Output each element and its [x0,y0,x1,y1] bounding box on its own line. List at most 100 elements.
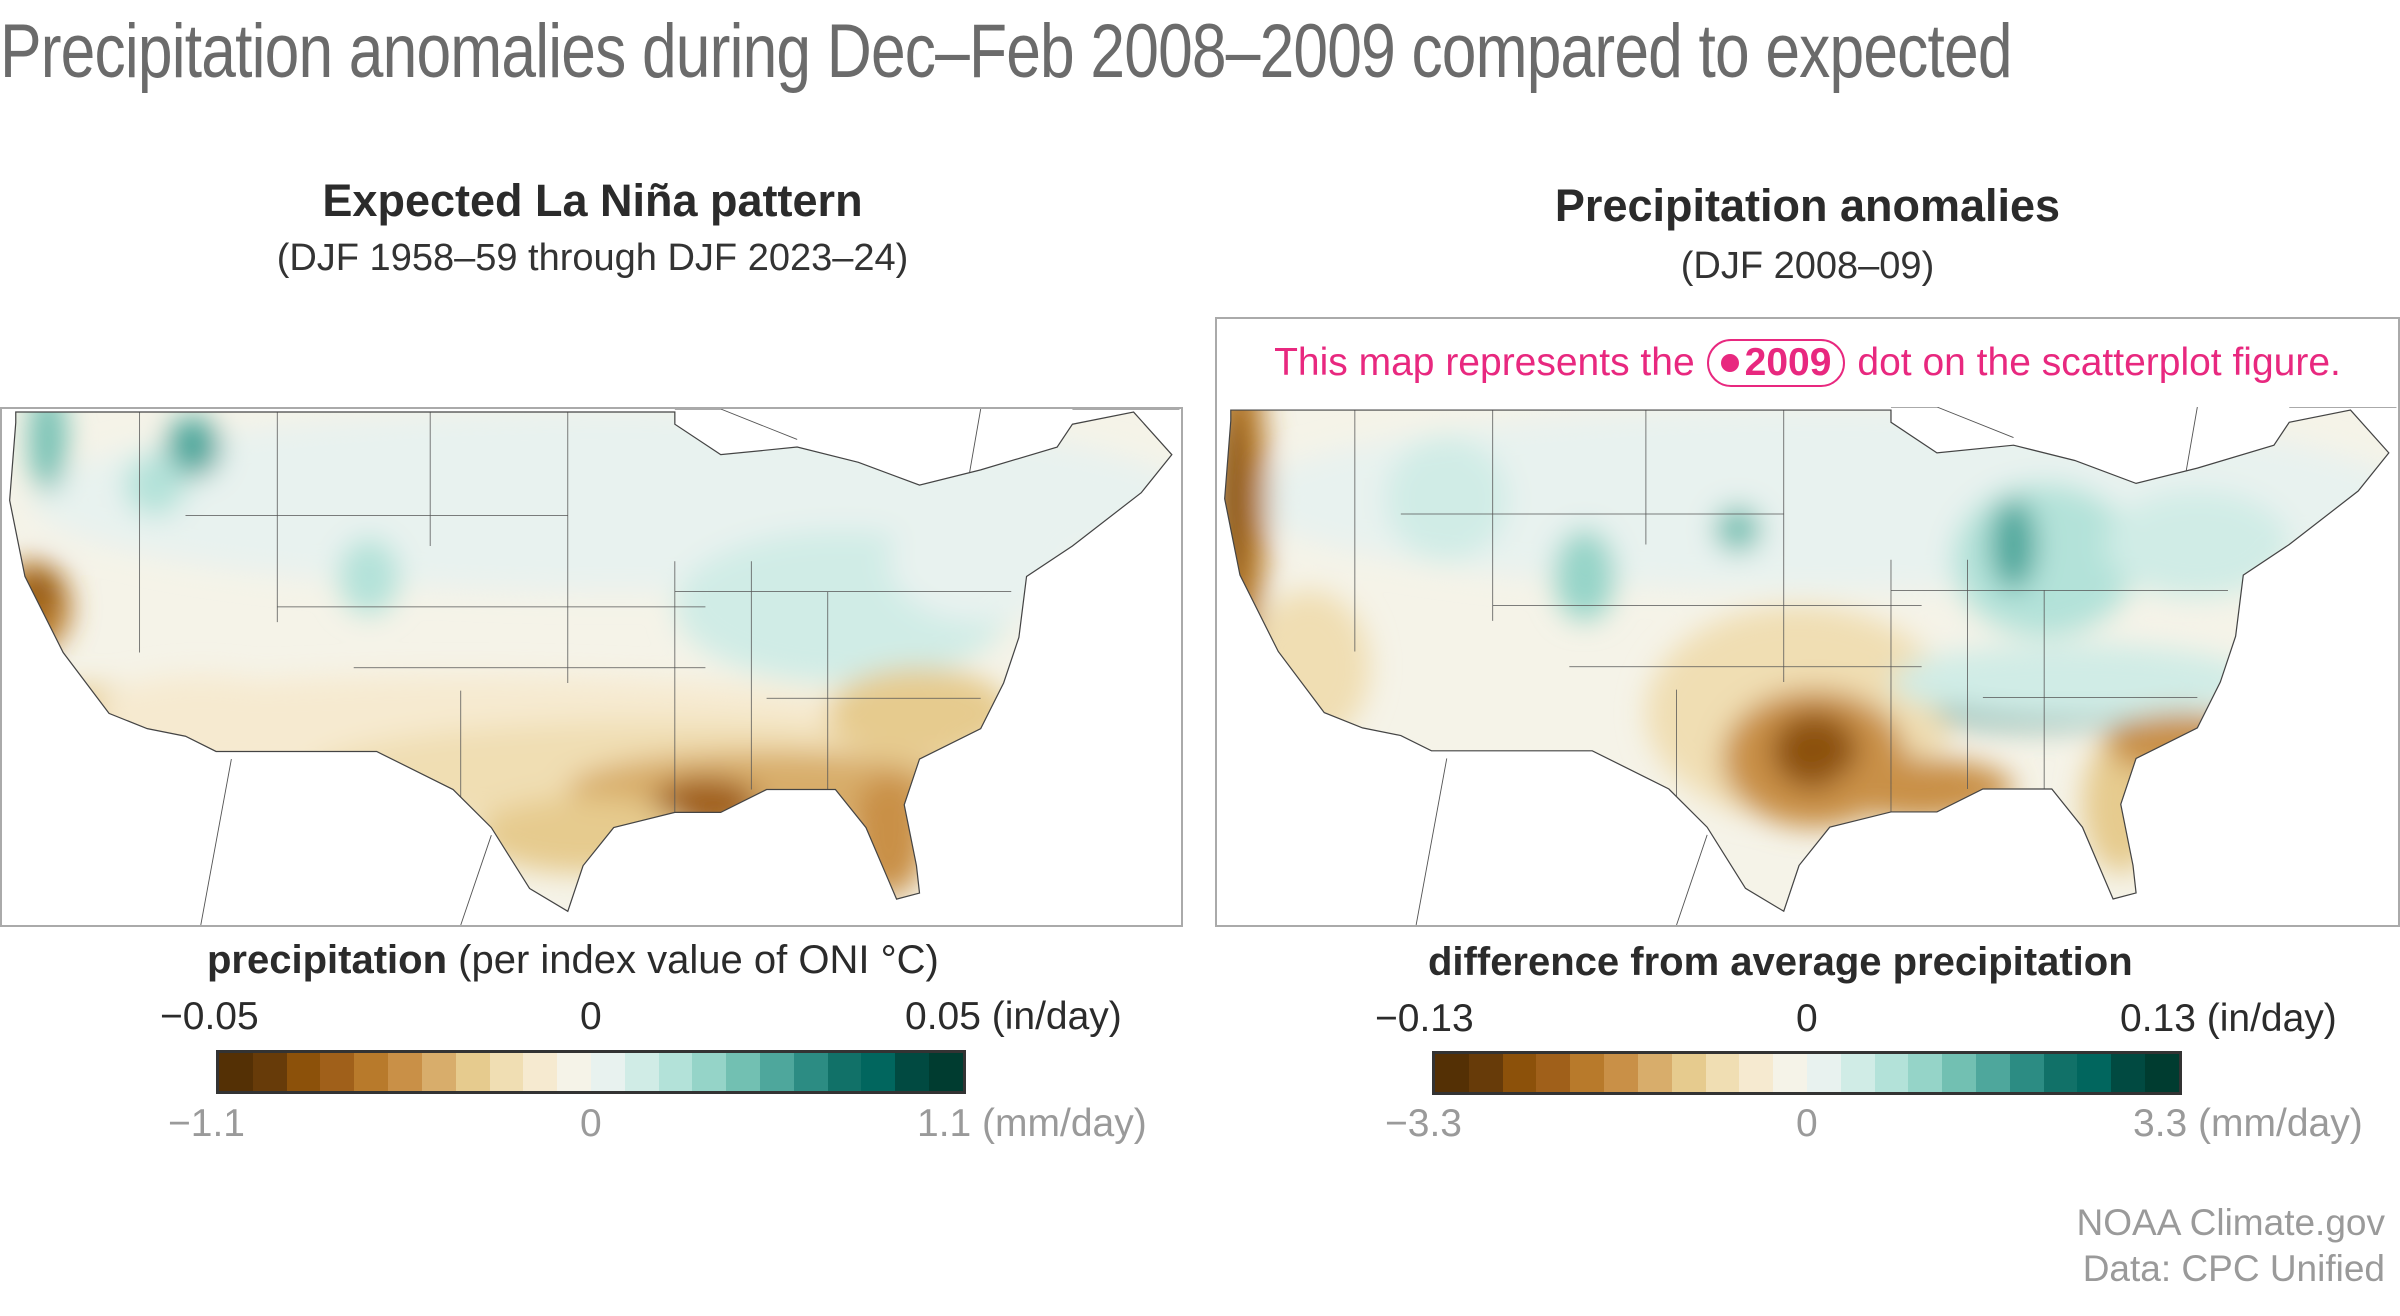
colorbar-swatch [1806,1054,1841,1092]
left-panel-subtitle: (DJF 1958–59 through DJF 2023–24) [276,237,909,279]
right-panel-title: Precipitation anomalies [1554,180,2061,231]
colorbar-swatch [489,1053,524,1091]
year-pill: 2009 [1706,339,1846,387]
colorbar-swatch [2145,1054,2179,1092]
colorbar-swatch [861,1053,896,1091]
left-colorbar-label-bold: precipitation [207,938,448,982]
colorbar-swatch [1502,1054,1537,1092]
precip-anomaly-region [165,416,221,478]
left-tick-mm-min: −1.1 [168,1102,245,1145]
us-map-left [9,409,1180,925]
precip-anomaly-region [888,500,1073,623]
colorbar-swatch [929,1053,963,1091]
colorbar-swatch [2077,1054,2112,1092]
precip-anomaly-region [1247,590,1371,744]
credit-source: NOAA Climate.gov [2076,1202,2385,1243]
left-tick-mm-max: 1.1 (mm/day) [917,1102,1147,1145]
colorbar-swatch [388,1053,422,1091]
colorbar-swatch [557,1053,591,1091]
colorbar-swatch [455,1053,490,1091]
right-tick-mm-max: 3.3 (mm/day) [2133,1102,2363,1145]
colorbar-swatch [1773,1054,1807,1092]
precip-anomaly-region [93,675,308,752]
left-tick-in-min: −0.05 [160,995,259,1038]
colorbar-swatch [1435,1054,1469,1092]
colorbar-swatch [523,1053,558,1091]
colorbar-swatch [286,1053,321,1091]
precip-anomaly-region [1771,712,1858,790]
precip-anomaly-region [1714,506,1761,553]
left-tick-in-max: 0.05 (in/day) [905,995,1122,1038]
precip-anomaly-region [124,454,186,516]
colorbar-swatch [793,1053,828,1091]
left-colorbar [216,1050,966,1094]
colorbar-swatch [421,1053,456,1091]
colorbar-swatch [1908,1054,1943,1092]
colorbar-swatch [895,1053,930,1091]
colorbar-swatch [1705,1054,1740,1092]
colorbar-swatch [760,1053,794,1091]
colorbar-swatch [1942,1054,1976,1092]
colorbar-swatch [1840,1054,1875,1092]
colorbar-swatch [2043,1054,2078,1092]
colorbar-swatch [692,1053,727,1091]
precip-anomaly-region [850,774,928,897]
left-tick-mm-mid: 0 [580,1102,602,1145]
colorbar-swatch [726,1053,760,1091]
colorbar-swatch [590,1053,625,1091]
colorbar-swatch [1637,1054,1672,1092]
right-colorbar-label: difference from average precipitation [1428,940,2133,984]
left-panel-title: Expected La Niña pattern [322,175,863,226]
right-tick-mm-min: −3.3 [1385,1102,1462,1145]
precip-anomaly-region [338,538,400,615]
left-tick-in-mid: 0 [580,995,602,1038]
colorbar-swatch [1976,1054,2010,1092]
colorbar-swatch [2009,1054,2044,1092]
precip-anomaly-region [2105,491,2290,599]
precip-anomaly-region [1890,643,2259,721]
precip-anomaly-region [29,412,67,493]
precip-anomaly-region [1385,437,1509,560]
dot-icon [1720,354,1739,372]
left-colorbar-label: precipitation (per index value of ONI °C… [207,938,939,983]
right-panel-subtitle: (DJF 2008–09) [1680,245,1935,287]
colorbar-swatch [827,1053,862,1091]
us-outline [1224,409,2390,913]
colorbar-swatch [1671,1054,1706,1092]
colorbar-swatch [1536,1054,1571,1092]
colorbar-swatch [1739,1054,1774,1092]
precip-anomaly-region [1990,498,2037,591]
us-outline [9,411,1173,913]
colorbar-swatch [320,1053,355,1091]
right-tick-mm-mid: 0 [1796,1102,1818,1145]
precip-anomaly-region [1553,529,1616,621]
colorbar-swatch [1604,1054,1638,1092]
precip-anomaly-region [1224,410,1242,591]
colorbar-swatch [658,1053,693,1091]
precip-anomaly-region [2105,712,2259,774]
colorbar-swatch [1874,1054,1909,1092]
us-map-right [1224,407,2397,925]
colorbar-swatch [624,1053,659,1091]
colorbar-swatch [1570,1054,1605,1092]
figure-title: Precipitation anomalies during Dec–Feb 2… [0,9,2013,94]
right-colorbar [1432,1051,2182,1095]
colorbar-swatch [1468,1054,1503,1092]
scatterplot-annotation: This map represents the 2009 dot on the … [1215,317,2400,409]
annotation-text-after: dot on the scatterplot figure. [1857,341,2341,384]
right-tick-in-max: 0.13 (in/day) [2120,997,2337,1040]
left-colorbar-label-rest: (per index value of ONI °C) [447,938,939,982]
right-tick-in-min: −0.13 [1375,997,1474,1040]
precip-anomaly-region [827,667,1012,760]
precip-anomaly-region [476,797,691,874]
year-pill-label: 2009 [1744,341,1832,384]
colorbar-swatch [219,1053,253,1091]
right-tick-in-mid: 0 [1796,997,1818,1040]
credit-data: Data: CPC Unified [2082,1248,2385,1289]
colorbar-swatch [2111,1054,2146,1092]
precip-anomaly-region [651,777,759,833]
colorbar-swatch [354,1053,389,1091]
colorbar-swatch [252,1053,287,1091]
annotation-text-before: This map represents the [1274,341,1695,384]
expected-la-nina-map [0,407,1183,927]
